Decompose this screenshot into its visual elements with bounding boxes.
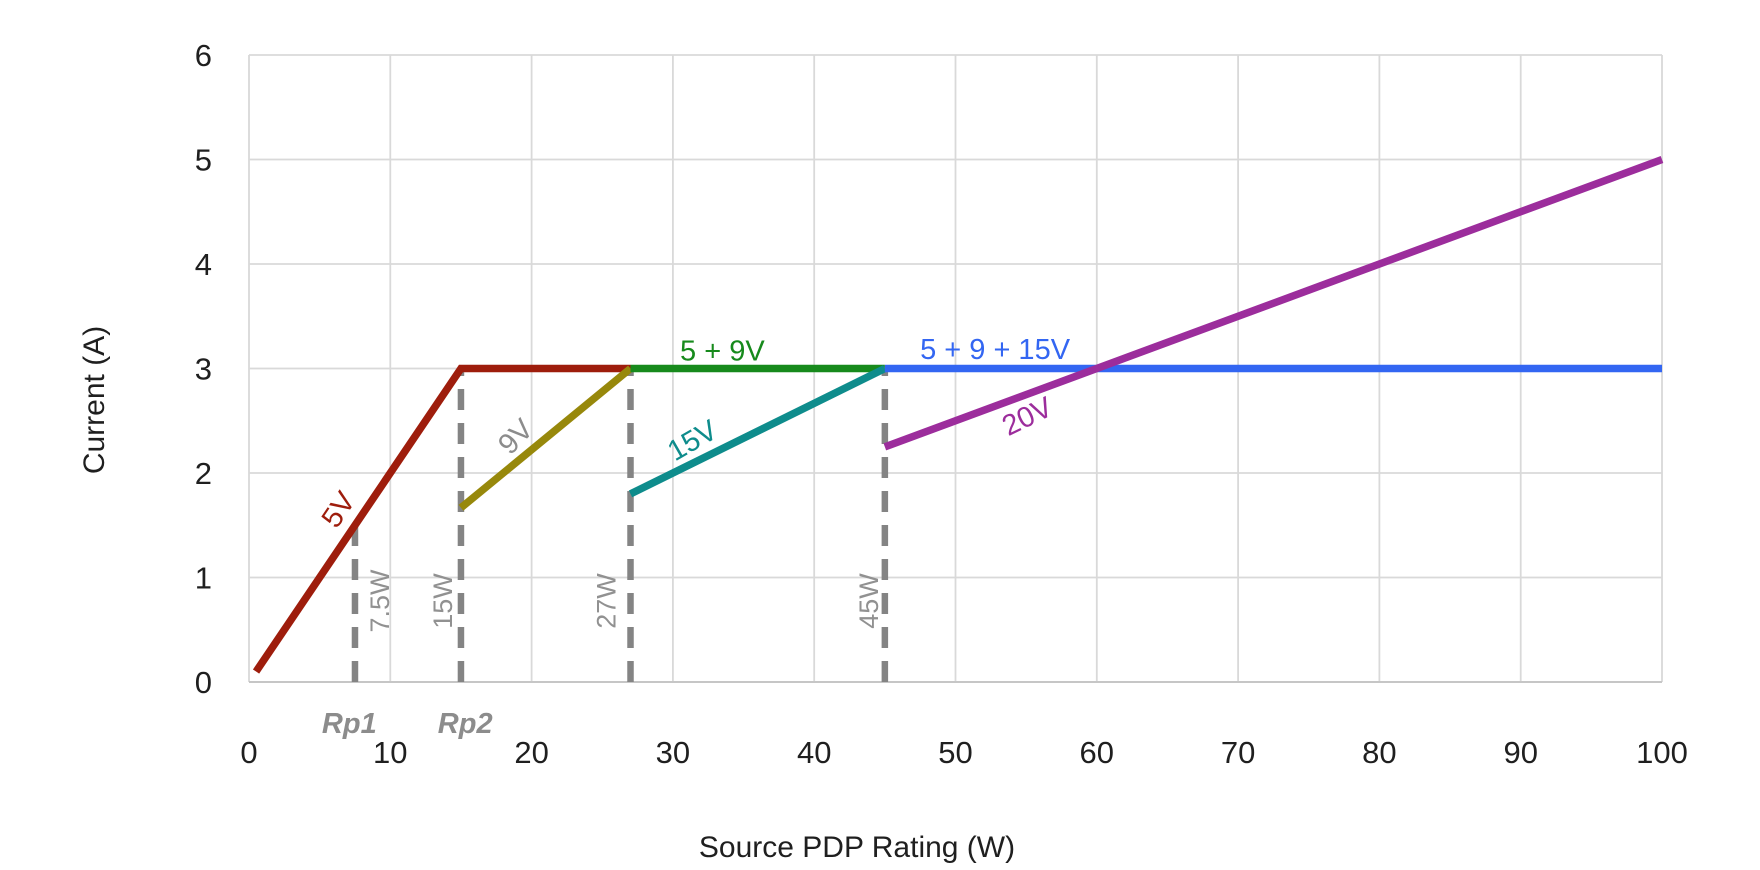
series-label-9V: 9V [492, 413, 540, 461]
x-tick-label: 0 [240, 735, 257, 770]
x-tick-label: 30 [656, 735, 690, 770]
x-tick-label: 20 [514, 735, 548, 770]
series-line-20V [883, 155, 1664, 451]
y-tick-label: 3 [195, 352, 212, 387]
y-tick-label: 6 [195, 38, 212, 73]
x-tick-label: 100 [1636, 735, 1688, 770]
series-line-9V [458, 365, 633, 511]
x-tick-label: 50 [938, 735, 972, 770]
reference-label-27W: 27W [592, 573, 622, 629]
x-tick-label: 70 [1221, 735, 1255, 770]
x-tick-label: 90 [1503, 735, 1537, 770]
series-label-5+9+15V: 5 + 9 + 15V [920, 334, 1071, 366]
series-label-5+9V: 5 + 9V [680, 335, 765, 367]
axis-annotation-Rp1: Rp1 [322, 708, 377, 740]
x-tick-label: 10 [373, 735, 407, 770]
y-axis-title: Current (A) [78, 325, 111, 475]
reference-label-15W: 15W [428, 573, 458, 629]
axis-annotation-Rp2: Rp2 [438, 708, 493, 740]
y-tick-label: 5 [195, 143, 212, 178]
x-tick-label: 40 [797, 735, 831, 770]
series-line-5V [252, 364, 631, 674]
y-tick-label: 0 [195, 665, 212, 700]
x-tick-label: 60 [1080, 735, 1114, 770]
reference-label-45W: 45W [854, 573, 884, 629]
y-tick-label: 4 [195, 247, 212, 282]
x-tick-label: 80 [1362, 735, 1396, 770]
y-tick-label: 2 [195, 456, 212, 491]
reference-label-7.5W: 7.5W [365, 569, 395, 633]
x-axis-title: Source PDP Rating (W) [698, 831, 1016, 864]
y-tick-label: 1 [195, 561, 212, 596]
series-line-15V [628, 365, 887, 498]
